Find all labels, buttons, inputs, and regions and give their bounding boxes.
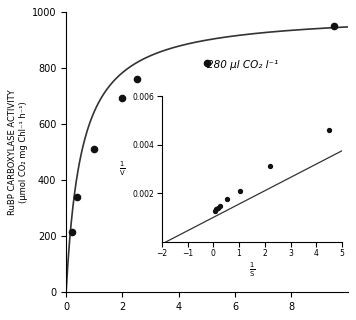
Point xyxy=(69,230,75,235)
Point xyxy=(204,60,210,65)
Point xyxy=(91,147,97,152)
Point xyxy=(134,77,139,82)
Text: 280 μl CO₂ l⁻¹: 280 μl CO₂ l⁻¹ xyxy=(207,60,278,70)
Point xyxy=(331,24,336,29)
Point xyxy=(120,95,125,100)
Point xyxy=(74,194,80,199)
Y-axis label: RuBP CARBOXYLASE ACTIVITY
(μmol CO₂ mg Chl⁻¹ h⁻¹): RuBP CARBOXYLASE ACTIVITY (μmol CO₂ mg C… xyxy=(8,89,28,215)
